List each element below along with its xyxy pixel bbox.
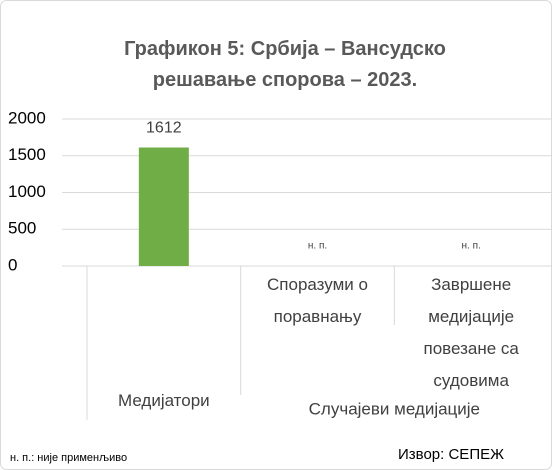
value-label: 1612 <box>146 120 182 137</box>
value-label: н. п. <box>308 241 327 252</box>
chart-title: Графикон 5: Србија – Вансудско решавање с… <box>124 38 446 91</box>
x-tick-label: Завршене медијације повезане са судовима <box>423 275 519 390</box>
y-tick-label: 0 <box>8 255 17 274</box>
group-label: Случајеви медијације <box>309 399 480 418</box>
y-tick-label: 1500 <box>8 145 46 164</box>
y-tick-label: 2000 <box>8 108 46 127</box>
x-tick-label: Споразуми о поравнању <box>267 275 368 326</box>
x-tick-label: Медијатори <box>118 391 210 410</box>
footnote: н. п.: није применљиво <box>10 452 127 464</box>
bar <box>138 147 189 266</box>
source: Извор: СЕПЕЖ <box>398 446 504 463</box>
y-tick-label: 1000 <box>8 182 46 201</box>
y-tick-label: 500 <box>8 219 36 238</box>
value-label: н. п. <box>462 241 481 252</box>
